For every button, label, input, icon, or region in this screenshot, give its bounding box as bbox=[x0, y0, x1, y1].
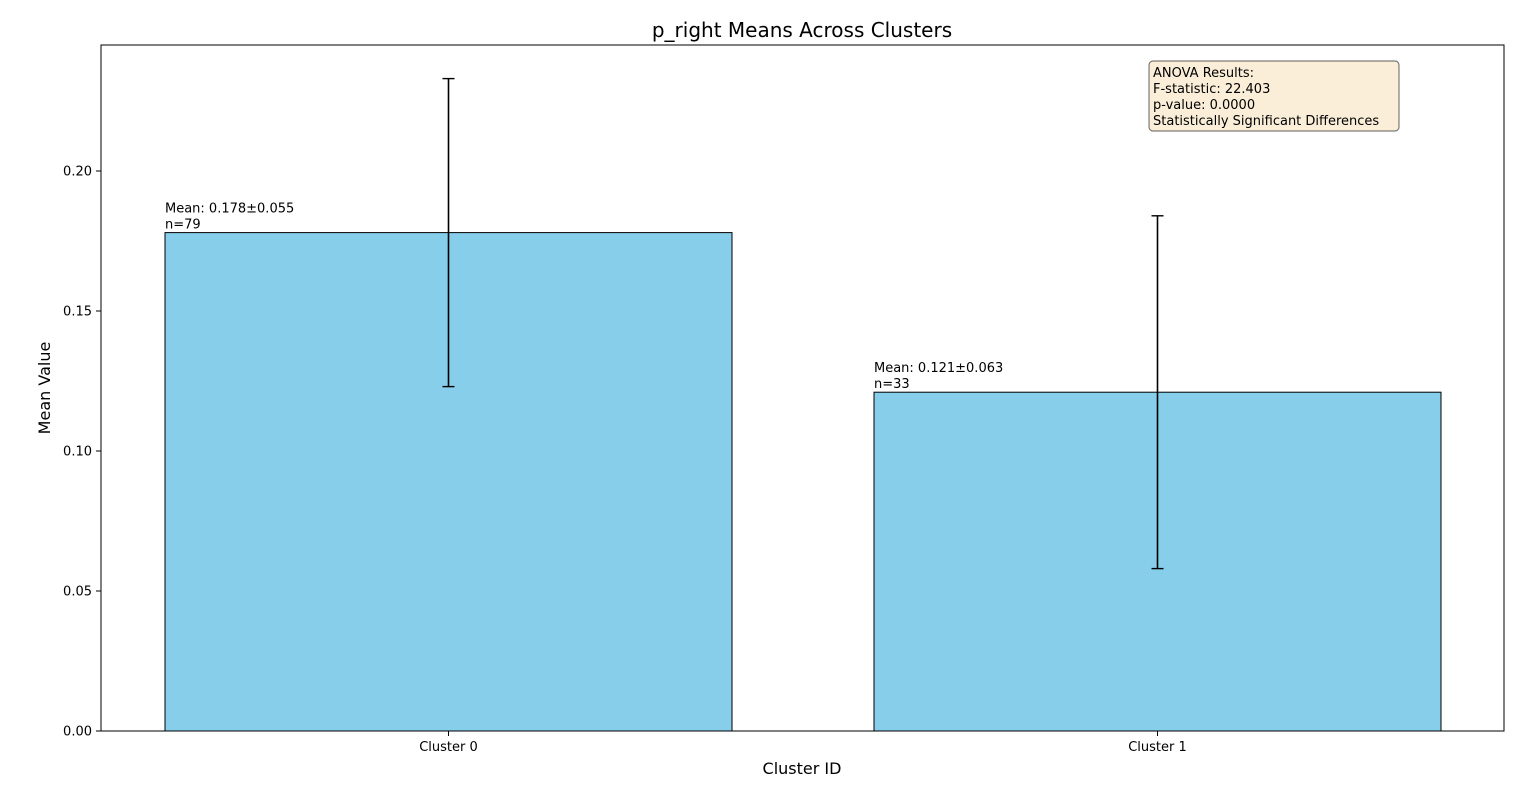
error-bars bbox=[442, 77, 1164, 570]
annotation-background bbox=[1148, 60, 1400, 132]
bars bbox=[164, 232, 1442, 732]
y-tick-label: 0.10 bbox=[63, 445, 92, 460]
bar-count-label: n=79 bbox=[165, 218, 201, 233]
y-axis-label: Mean Value bbox=[35, 342, 54, 435]
annotation-line-4: Statistically Significant Differences bbox=[1153, 114, 1379, 129]
anova-annotation-box: ANOVA Results: F-statistic: 22.403 p-val… bbox=[1148, 60, 1400, 132]
y-tick-label: 0.20 bbox=[63, 165, 92, 180]
y-tick-label: 0.05 bbox=[63, 585, 92, 600]
x-axis-label: Cluster ID bbox=[763, 759, 842, 778]
bar-count-label: n=33 bbox=[874, 377, 910, 392]
annotation-line-2: F-statistic: 22.403 bbox=[1153, 82, 1270, 97]
y-axis: 0.00 0.05 0.10 0.15 0.20 bbox=[63, 165, 101, 740]
bar-mean-label: Mean: 0.178±0.055 bbox=[165, 202, 294, 217]
x-tick-label: Cluster 1 bbox=[1128, 740, 1187, 755]
x-axis: Cluster 0 Cluster 1 bbox=[419, 731, 1187, 755]
plot-frame bbox=[100, 44, 1505, 732]
y-tick-label: 0.00 bbox=[63, 725, 92, 740]
x-tick-label: Cluster 0 bbox=[419, 740, 478, 755]
bar-mean-label: Mean: 0.121±0.063 bbox=[874, 361, 1003, 376]
annotation-line-1: ANOVA Results: bbox=[1153, 66, 1254, 81]
chart-title: p_right Means Across Clusters bbox=[652, 18, 952, 42]
y-tick-label: 0.15 bbox=[63, 305, 92, 320]
annotation-line-3: p-value: 0.0000 bbox=[1153, 98, 1255, 113]
